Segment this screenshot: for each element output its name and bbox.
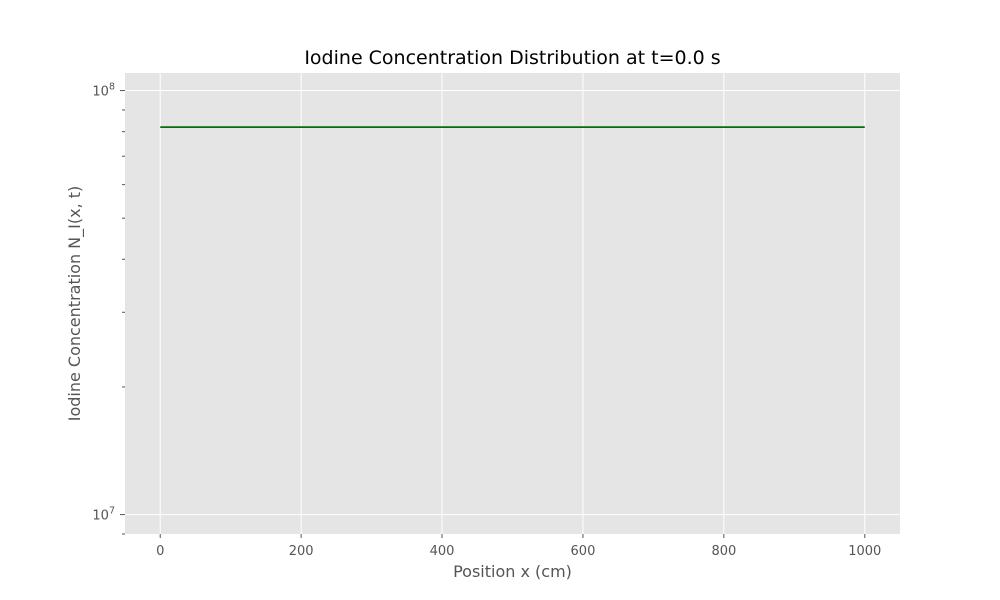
x-axis: 0 200 400 600 800 1000 [156,534,881,559]
x-tick-label: 200 [289,544,314,559]
x-tick-label: 0 [156,544,164,559]
x-axis-label: Position x (cm) [453,562,572,581]
y-tick-label: 107 [92,506,115,524]
y-axis: 107 108 [92,82,125,535]
chart-title: Iodine Concentration Distribution at t=0… [304,47,720,69]
plot-area-background [125,73,900,534]
grid-lines [125,73,900,534]
y-tick-label: 108 [92,82,115,100]
x-tick-label: 1000 [848,544,881,559]
x-tick-label: 400 [430,544,455,559]
x-tick-label: 600 [571,544,596,559]
x-tick-label: 800 [711,544,736,559]
y-axis-label: Iodine Concentration N_I(x, t) [65,186,85,422]
